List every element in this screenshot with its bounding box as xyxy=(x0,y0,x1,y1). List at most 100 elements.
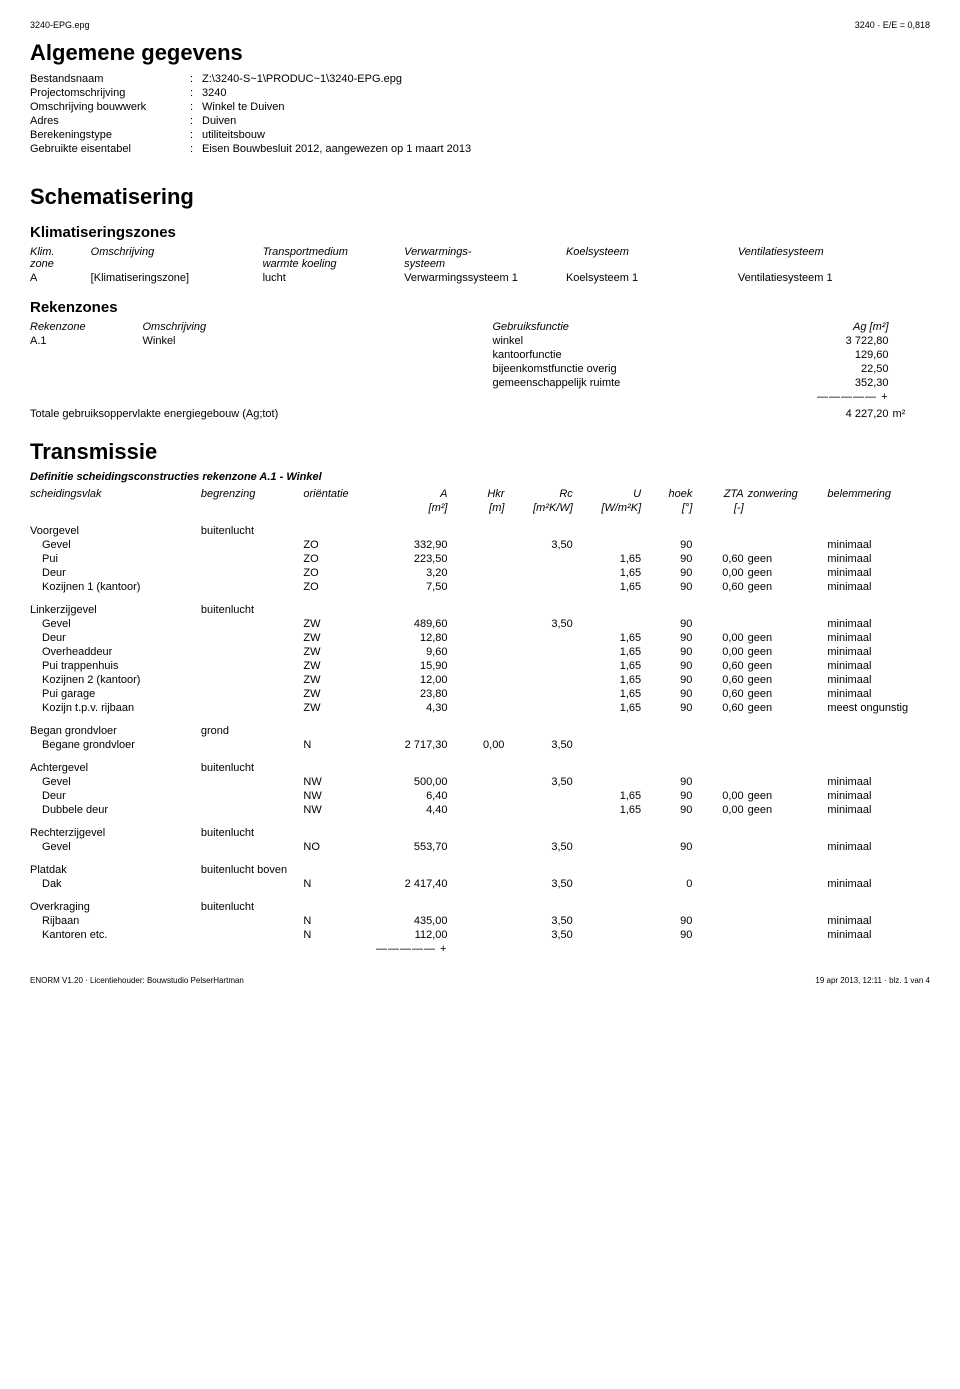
cell: 6,40 xyxy=(372,789,452,803)
cell: geen xyxy=(748,803,828,817)
cell xyxy=(201,538,304,552)
cell: N xyxy=(303,738,371,752)
cell xyxy=(508,673,576,687)
cell: 3 722,80 xyxy=(780,334,893,348)
cell xyxy=(508,580,576,594)
cell: NW xyxy=(303,775,371,789)
kv-val: 3240 xyxy=(202,86,475,100)
cell: 0,00 xyxy=(696,789,747,803)
cell: Kantoren etc. xyxy=(30,928,201,942)
cell xyxy=(748,775,828,789)
cell: geen xyxy=(748,552,828,566)
cell: 0,60 xyxy=(696,552,747,566)
cell xyxy=(748,877,828,891)
cell xyxy=(508,803,576,817)
cell: minimaal xyxy=(827,687,930,701)
cell: 90 xyxy=(645,552,696,566)
cell xyxy=(201,552,304,566)
cell xyxy=(451,840,508,854)
col-header: Ventilatiesysteem xyxy=(738,245,930,271)
kv-row: Adres:Duiven xyxy=(30,114,475,128)
cell: 1,65 xyxy=(577,552,645,566)
cell: winkel xyxy=(493,334,781,348)
cell: 1,65 xyxy=(577,803,645,817)
cell: 2 717,30 xyxy=(372,738,452,752)
cell: 22,50 xyxy=(780,362,893,376)
cell: 3,20 xyxy=(372,566,452,580)
cell xyxy=(451,877,508,891)
cell: ZW xyxy=(303,701,371,715)
cell: 0,00 xyxy=(451,738,508,752)
cell: lucht xyxy=(263,271,405,285)
cell: 90 xyxy=(645,659,696,673)
cell xyxy=(201,617,304,631)
kv-row: Gebruikte eisentabel:Eisen Bouwbesluit 2… xyxy=(30,142,475,156)
cell: Ventilatiesysteem 1 xyxy=(738,271,930,285)
kv-key: Projectomschrijving xyxy=(30,86,190,100)
cell: 1,65 xyxy=(577,645,645,659)
cell: minimaal xyxy=(827,803,930,817)
cell xyxy=(696,775,747,789)
kv-key: Adres xyxy=(30,114,190,128)
cell xyxy=(201,580,304,594)
cell xyxy=(508,659,576,673)
cell: 0,60 xyxy=(696,659,747,673)
cell xyxy=(696,738,747,752)
cell xyxy=(748,840,828,854)
group-name: Began grondvloer xyxy=(30,715,201,738)
cell xyxy=(201,687,304,701)
cell: N xyxy=(303,928,371,942)
cell xyxy=(645,738,696,752)
cell: Begane grondvloer xyxy=(30,738,201,752)
cell: Dubbele deur xyxy=(30,803,201,817)
cell: 0,60 xyxy=(696,580,747,594)
cell: Winkel xyxy=(143,334,493,348)
col-header: hoek xyxy=(645,487,696,501)
footer-left: ENORM V1.20 · Licentiehouder: Bouwstudio… xyxy=(30,976,244,985)
cell xyxy=(201,631,304,645)
cell: A.1 xyxy=(30,334,143,348)
kv-sep: : xyxy=(190,72,202,86)
cell xyxy=(451,645,508,659)
cell xyxy=(577,914,645,928)
total-label: Totale gebruiksoppervlakte energiegebouw… xyxy=(30,404,780,421)
col-header: Omschrijving xyxy=(143,320,493,334)
cell: 90 xyxy=(645,580,696,594)
cell: kantoorfunctie xyxy=(493,348,781,362)
cell xyxy=(451,673,508,687)
general-table: Bestandsnaam:Z:\3240-S~1\PRODUC~1\3240-E… xyxy=(30,72,475,156)
cell: 0,60 xyxy=(696,687,747,701)
subtitle-klimzones: Klimatiseringszones xyxy=(30,224,930,241)
cell: 9,60 xyxy=(372,645,452,659)
cell: 90 xyxy=(645,701,696,715)
cell xyxy=(696,928,747,942)
cell xyxy=(451,580,508,594)
cell: Gevel xyxy=(30,840,201,854)
cell: Overheaddeur xyxy=(30,645,201,659)
cell: 435,00 xyxy=(372,914,452,928)
cell: 4,30 xyxy=(372,701,452,715)
cell: geen xyxy=(748,687,828,701)
cell: minimaal xyxy=(827,566,930,580)
group-name: Achtergevel xyxy=(30,752,201,775)
col-header: zonwering xyxy=(748,487,828,501)
cell: 3,50 xyxy=(508,877,576,891)
cell: 90 xyxy=(645,687,696,701)
total-unit: m² xyxy=(893,404,931,421)
col-unit: [W/m²K] xyxy=(577,501,645,515)
cell xyxy=(577,738,645,752)
cell: 12,80 xyxy=(372,631,452,645)
kv-sep: : xyxy=(190,86,202,100)
cell: NW xyxy=(303,789,371,803)
total-val: 4 227,20 xyxy=(780,404,893,421)
cell: 90 xyxy=(645,775,696,789)
cell xyxy=(696,877,747,891)
cell xyxy=(451,631,508,645)
cell xyxy=(201,645,304,659)
col-unit: [m²] xyxy=(372,501,452,515)
cell: 332,90 xyxy=(372,538,452,552)
cell: 90 xyxy=(645,566,696,580)
cell: 90 xyxy=(645,645,696,659)
cell xyxy=(201,803,304,817)
cell xyxy=(451,566,508,580)
